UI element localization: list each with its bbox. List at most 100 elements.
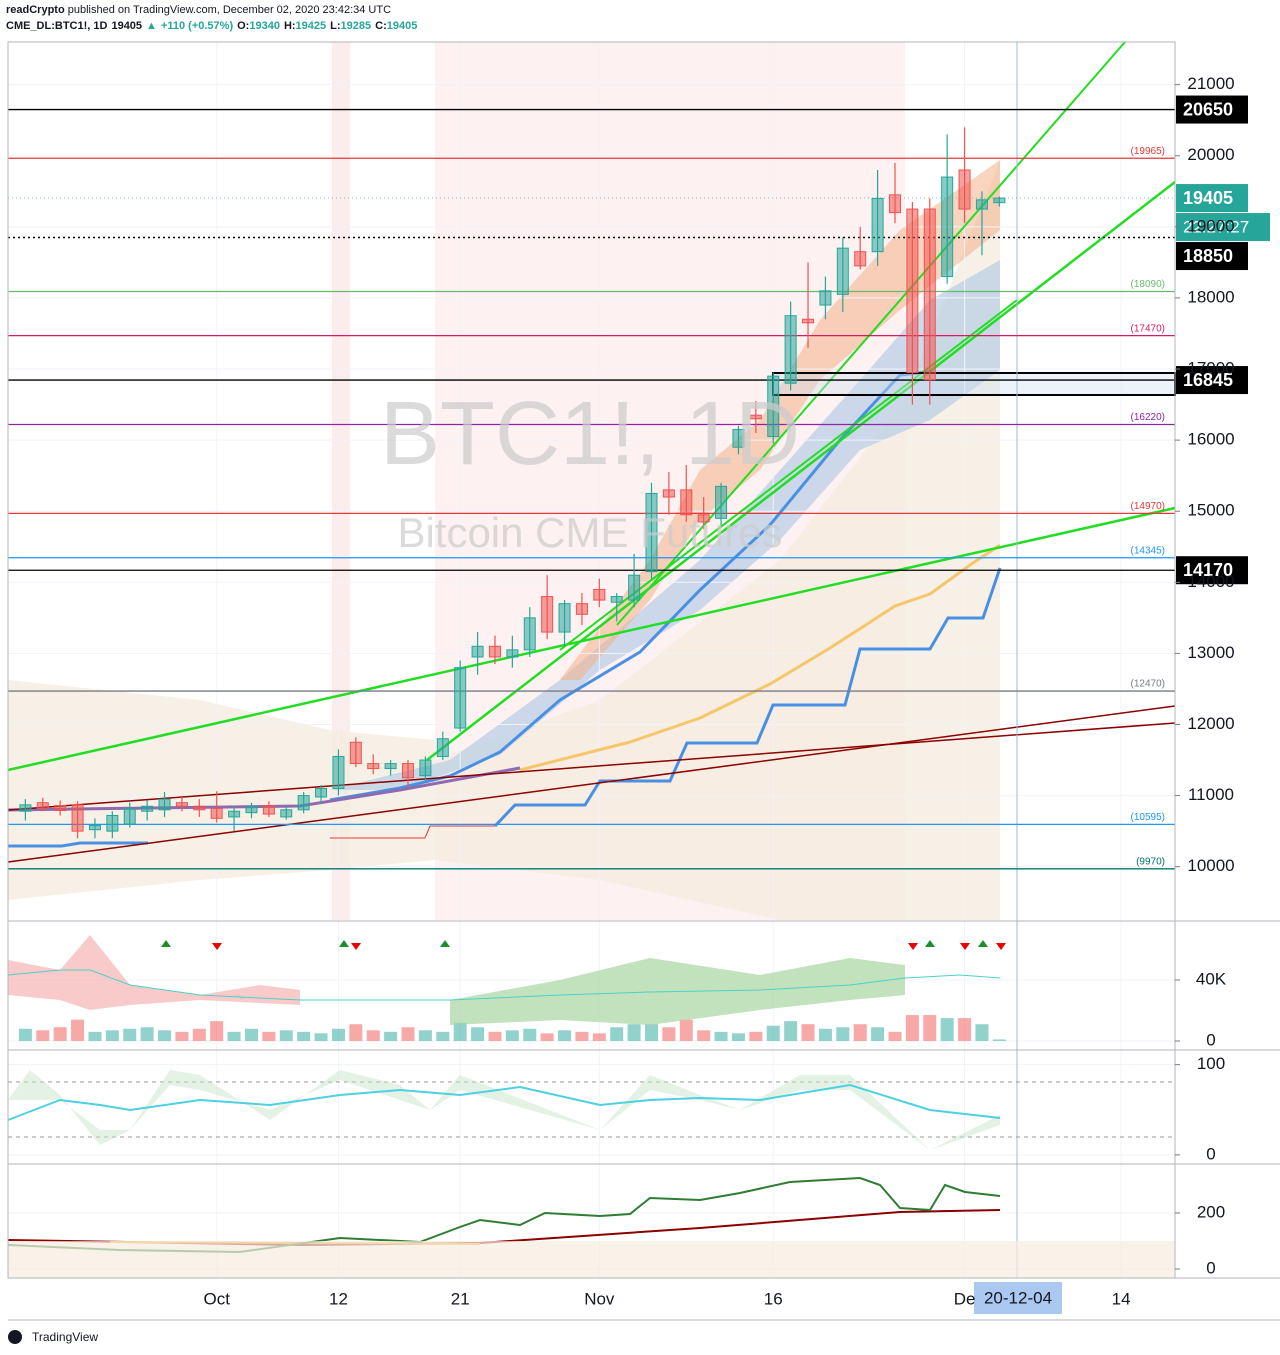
ohlc: O:19340 H:19425 L:19285 C:19405: [237, 20, 421, 32]
candle-body: [332, 755, 345, 789]
volume-bar: [749, 1031, 763, 1041]
volume-bar: [401, 1027, 415, 1041]
candle-body: [662, 489, 675, 498]
candle-body: [558, 603, 571, 633]
indicators-rect: [772, 372, 1176, 396]
candle-body: [819, 290, 832, 306]
ohlc-value: 19285: [340, 20, 372, 32]
volume-bar: [192, 1028, 206, 1041]
y-tick-label: 100: [1197, 1054, 1225, 1073]
level-label: (12470): [1131, 679, 1165, 690]
subpane-decor: [7, 935, 1175, 1278]
candle-body: [993, 197, 1006, 204]
volume-bar: [923, 1015, 937, 1041]
candle-body: [802, 318, 815, 324]
price-tag-label: 18850: [1183, 246, 1233, 266]
candle-body: [732, 428, 745, 448]
countdown: 22:27:27: [1183, 218, 1249, 237]
published: published on TradingView.com, December 0…: [67, 4, 392, 16]
volume-bar: [418, 1030, 432, 1041]
volume-bar: [766, 1025, 780, 1041]
candle-body: [349, 741, 362, 765]
symbol-line: CME_DL:BTC1!, 1D 19405 ▲ +110 (+0.57%) O:193…: [6, 20, 425, 32]
volume-bar: [123, 1028, 137, 1041]
indicators-polyline: [519, 543, 1001, 772]
indicators-polyline: [8, 841, 148, 848]
marks: [18, 127, 1006, 1041]
volume-bar: [697, 1030, 711, 1041]
price-tag: [1176, 556, 1248, 585]
ohlc-value: 19425: [295, 20, 327, 32]
candle-body: [158, 798, 171, 811]
y-tick-label: 10000: [1187, 856, 1234, 875]
volume-bar: [992, 1039, 1006, 1041]
author: readCrypto: [6, 4, 65, 16]
volume-bar: [679, 1019, 693, 1041]
candle-body: [384, 763, 397, 770]
volume-bar: [871, 1027, 885, 1041]
indicators-line: [7, 506, 1176, 772]
ohlc-value: 19340: [249, 20, 280, 32]
x-tick-label: 12: [329, 1289, 348, 1308]
volume-bar: [853, 1024, 867, 1041]
subpane-decor-rect: [8, 1241, 1175, 1278]
level-label: (14345): [1131, 545, 1165, 556]
volume-bar: [453, 1022, 467, 1041]
candle-body: [767, 375, 780, 438]
indicators-line: [7, 722, 1176, 811]
candle-body: [923, 208, 936, 381]
subpane-decor-polyline: [7, 969, 1001, 1001]
volume-bar: [227, 1031, 241, 1041]
level-label: (10595): [1131, 812, 1165, 823]
symbol: CME_DL:BTC1!, 1D: [6, 20, 108, 32]
volume-bar: [888, 1031, 902, 1041]
logo-icon: [8, 1330, 22, 1344]
pane-borders: [7, 41, 1280, 1321]
candle-body: [36, 802, 49, 809]
y-tick-label: 0: [1206, 1259, 1215, 1278]
countdown-tag: [1176, 213, 1270, 242]
y-tick-label: 14000: [1187, 572, 1234, 591]
candle-body: [402, 763, 415, 779]
price-tag-label: 14170: [1183, 560, 1233, 580]
volume-bar: [558, 1030, 572, 1041]
level-label: (9970): [1136, 856, 1165, 867]
grid: [8, 42, 1175, 1278]
volume-bar: [540, 1033, 554, 1041]
price-tags: 20650 19405 22:27:27 18850 16845 14170: [1176, 95, 1270, 585]
volume-bar: [366, 1030, 380, 1041]
volume-bar: [662, 1027, 676, 1041]
candle-body: [367, 763, 380, 770]
volume-bar: [244, 1028, 258, 1041]
y-tick-label: 40K: [1196, 969, 1227, 988]
background-polygon: [560, 160, 1000, 680]
volume-bar: [818, 1028, 832, 1041]
ohlc-label: O:: [237, 20, 250, 32]
candle-body: [245, 805, 258, 814]
candle-body: [297, 795, 310, 811]
y-tick-label: 0: [1206, 1030, 1215, 1049]
volume-bar: [140, 1027, 154, 1041]
price-tag: [1176, 184, 1248, 213]
x-tick-label: Nov: [584, 1289, 615, 1308]
volume-bar: [592, 1033, 606, 1041]
candle-body: [175, 802, 188, 807]
crosshair-label: 20-12-04: [984, 1288, 1052, 1307]
candle-body: [210, 807, 223, 819]
volume-bar: [279, 1030, 293, 1041]
change: +110 (+0.57%): [160, 20, 234, 32]
candle-body: [697, 514, 710, 523]
candle-body: [141, 805, 154, 812]
volume-bar: [71, 1019, 85, 1041]
crosshair-box: [974, 1282, 1062, 1314]
volume-bar: [801, 1024, 815, 1041]
subpane-decor-polygon: [8, 935, 300, 1010]
volume-bar: [958, 1018, 972, 1041]
arrow: ▲: [146, 20, 157, 32]
candle-body: [193, 805, 206, 811]
volume-bar: [297, 1031, 311, 1041]
y-tick-label: 0: [1206, 1144, 1215, 1163]
y-tick-label: 12000: [1187, 714, 1234, 733]
candle-body: [88, 824, 101, 831]
